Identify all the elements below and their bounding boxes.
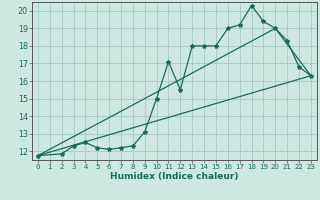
X-axis label: Humidex (Indice chaleur): Humidex (Indice chaleur) — [110, 172, 239, 181]
